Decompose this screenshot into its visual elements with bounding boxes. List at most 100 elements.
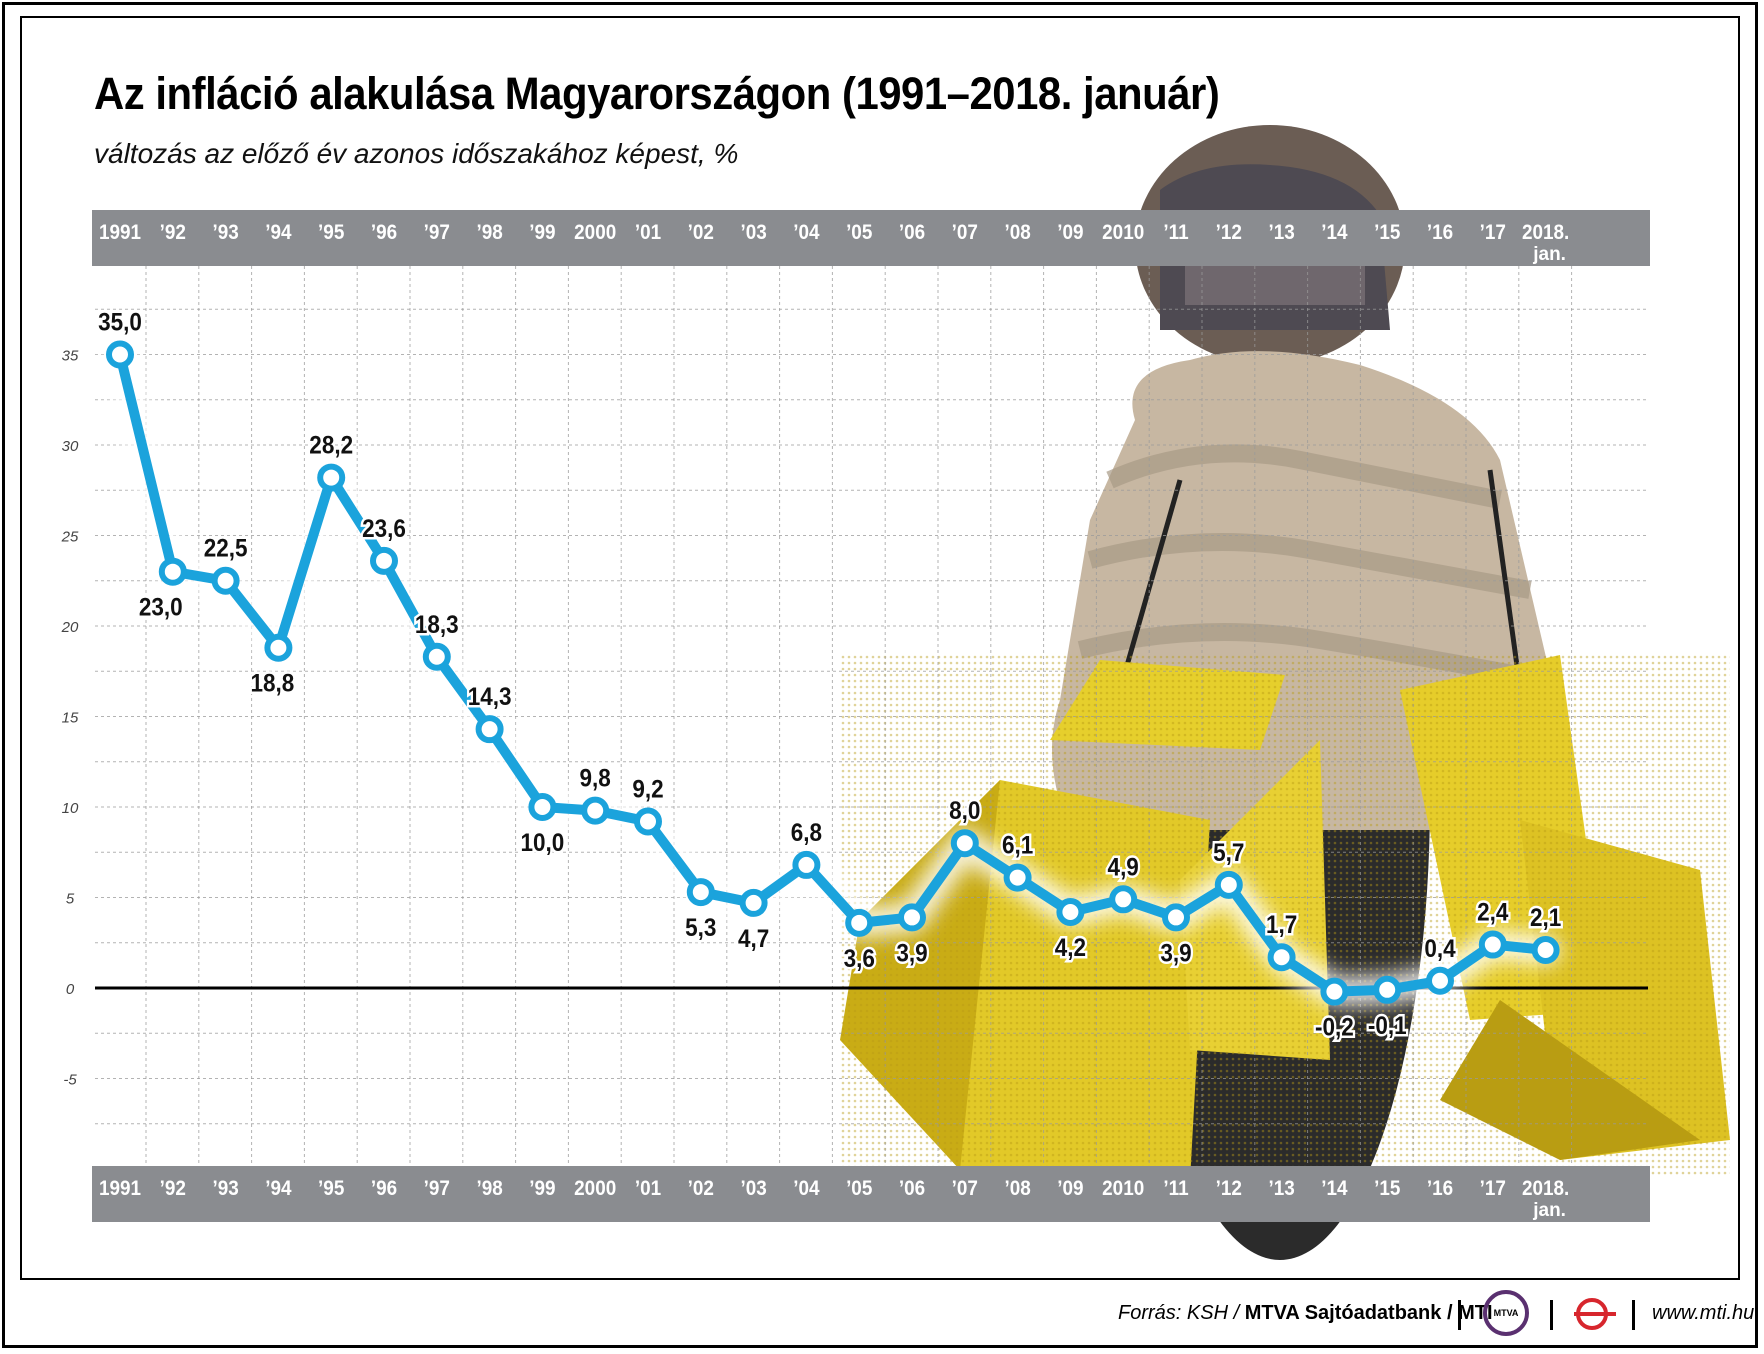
year-tick-label: ’13 — [1268, 1177, 1294, 1200]
value-label: 3,6 — [844, 945, 875, 973]
source-credit: Forrás: KSH / MTVA Sajtóadatbank / MTI — [1118, 1302, 1493, 1325]
data-point — [686, 878, 715, 907]
chart-grid — [95, 263, 1648, 1170]
data-point — [264, 633, 293, 662]
value-label: 6,8 — [791, 819, 822, 847]
source-prefix: Forrás: KSH / — [1118, 1302, 1245, 1324]
mti-logo-icon — [1574, 1298, 1616, 1330]
year-tick-label: ’97 — [424, 221, 450, 244]
data-point — [1320, 977, 1349, 1006]
year-tick-label: ’12 — [1216, 221, 1242, 244]
year-tick-label: 2018. — [1522, 221, 1569, 244]
value-label: 28,2 — [309, 432, 353, 460]
top-year-band — [92, 210, 1650, 266]
data-point — [845, 908, 874, 937]
data-point — [211, 566, 240, 595]
value-label: 18,3 — [415, 611, 459, 639]
data-point — [1056, 897, 1085, 926]
year-tick-label: ’94 — [265, 1177, 291, 1200]
value-label: 8,0 — [949, 797, 980, 825]
y-tick-label: 30 — [62, 438, 79, 455]
footer: Forrás: KSH / MTVA Sajtóadatbank / MTI M… — [0, 1290, 1764, 1342]
value-labels: 35,0 23,0 22,5 18,8 28,2 23,6 18,3 14,3 10,0 9,8 9… — [96, 306, 1564, 1044]
year-tick-label: ’92 — [160, 1177, 186, 1200]
year-tick-label: ’14 — [1321, 221, 1347, 244]
value-label: 2,1 — [1530, 904, 1561, 932]
year-tick-label: ’02 — [688, 221, 714, 244]
year-tick-label: ’95 — [318, 221, 344, 244]
data-point — [1478, 930, 1507, 959]
data-point — [1531, 935, 1560, 964]
value-label: 2,4 — [1477, 898, 1509, 926]
data-point — [581, 796, 610, 825]
year-tick-label: ’08 — [1004, 1177, 1030, 1200]
year-tick-label: ’11 — [1163, 221, 1188, 244]
year-tick-label: ’12 — [1216, 1177, 1242, 1200]
value-label: 9,8 — [580, 765, 611, 793]
line-chart: 1991 ’92 ’93 ’94 ’95 ’96 ’97 ’98 ’99 2000 ’01 ’02 ’0… — [61, 125, 1730, 1260]
year-tick-label: ’05 — [846, 221, 872, 244]
value-label: 1,7 — [1266, 911, 1297, 939]
year-tick-label: ’92 — [160, 221, 186, 244]
data-point — [1426, 966, 1454, 995]
year-tick-label: ’15 — [1374, 1177, 1400, 1200]
data-point — [634, 807, 662, 836]
value-label: -0,1 — [1368, 1012, 1407, 1040]
year-tick-label: 1991 — [99, 1177, 141, 1200]
data-point — [317, 463, 346, 492]
y-tick-label: 20 — [61, 619, 79, 636]
data-point — [1214, 870, 1243, 899]
year-tick-label: ’17 — [1480, 1177, 1506, 1200]
value-label: 4,7 — [738, 925, 769, 953]
mtva-logo: MTVA — [1483, 1290, 1529, 1336]
data-point — [1109, 885, 1138, 914]
year-tick-label: ’13 — [1268, 221, 1294, 244]
value-label: 5,7 — [1213, 839, 1244, 867]
year-tick-sublabel: jan. — [1532, 1200, 1566, 1221]
value-label: 4,9 — [1108, 853, 1139, 881]
year-tick-label: ’96 — [371, 1177, 397, 1200]
data-point — [1267, 943, 1296, 972]
data-point — [106, 340, 134, 369]
data-point — [1003, 863, 1032, 892]
data-point — [475, 715, 504, 744]
shopper-photo — [840, 125, 1730, 1260]
data-point — [898, 903, 926, 932]
year-tick-label: ’01 — [635, 1177, 661, 1200]
separator — [1632, 1300, 1635, 1330]
year-tick-label: ’07 — [952, 221, 978, 244]
series-line — [115, 349, 1551, 997]
year-tick-label: ’05 — [846, 1177, 872, 1200]
value-label: 9,2 — [632, 775, 663, 803]
y-tick-label: 35 — [62, 348, 79, 365]
year-tick-label: ’99 — [529, 221, 555, 244]
year-tick-label: ’94 — [265, 221, 291, 244]
value-label: 5,3 — [685, 914, 716, 942]
year-tick-label: ’02 — [688, 1177, 714, 1200]
year-tick-label: ’99 — [529, 1177, 555, 1200]
year-tick-label: ’03 — [740, 1177, 766, 1200]
data-point — [422, 642, 451, 671]
year-tick-label: ’98 — [476, 1177, 502, 1200]
year-tick-label: ’04 — [793, 1177, 819, 1200]
year-tick-label: ’03 — [740, 221, 766, 244]
year-tick-label: 2010 — [1102, 1177, 1144, 1200]
chart-frame — [20, 16, 1740, 1280]
value-label: -0,2 — [1315, 1014, 1354, 1042]
source-bold: MTVA Sajtóadatbank / MTI — [1244, 1302, 1493, 1324]
year-tick-label: ’98 — [476, 221, 502, 244]
year-tick-label: 2000 — [574, 1177, 616, 1200]
data-point — [528, 793, 557, 821]
year-tick-label: ’93 — [212, 221, 238, 244]
year-tick-label: ’15 — [1374, 221, 1400, 244]
value-label: 4,2 — [1055, 934, 1086, 962]
data-point — [370, 546, 398, 575]
year-tick-label: ’06 — [899, 1177, 925, 1200]
separator — [1550, 1300, 1553, 1330]
year-tick-label: 2018. — [1522, 1177, 1569, 1200]
value-label: 3,9 — [896, 939, 927, 967]
bottom-year-band — [92, 1166, 1650, 1222]
data-point — [1373, 975, 1402, 1004]
value-label: 23,0 — [139, 594, 183, 622]
year-tick-label: ’08 — [1004, 221, 1030, 244]
